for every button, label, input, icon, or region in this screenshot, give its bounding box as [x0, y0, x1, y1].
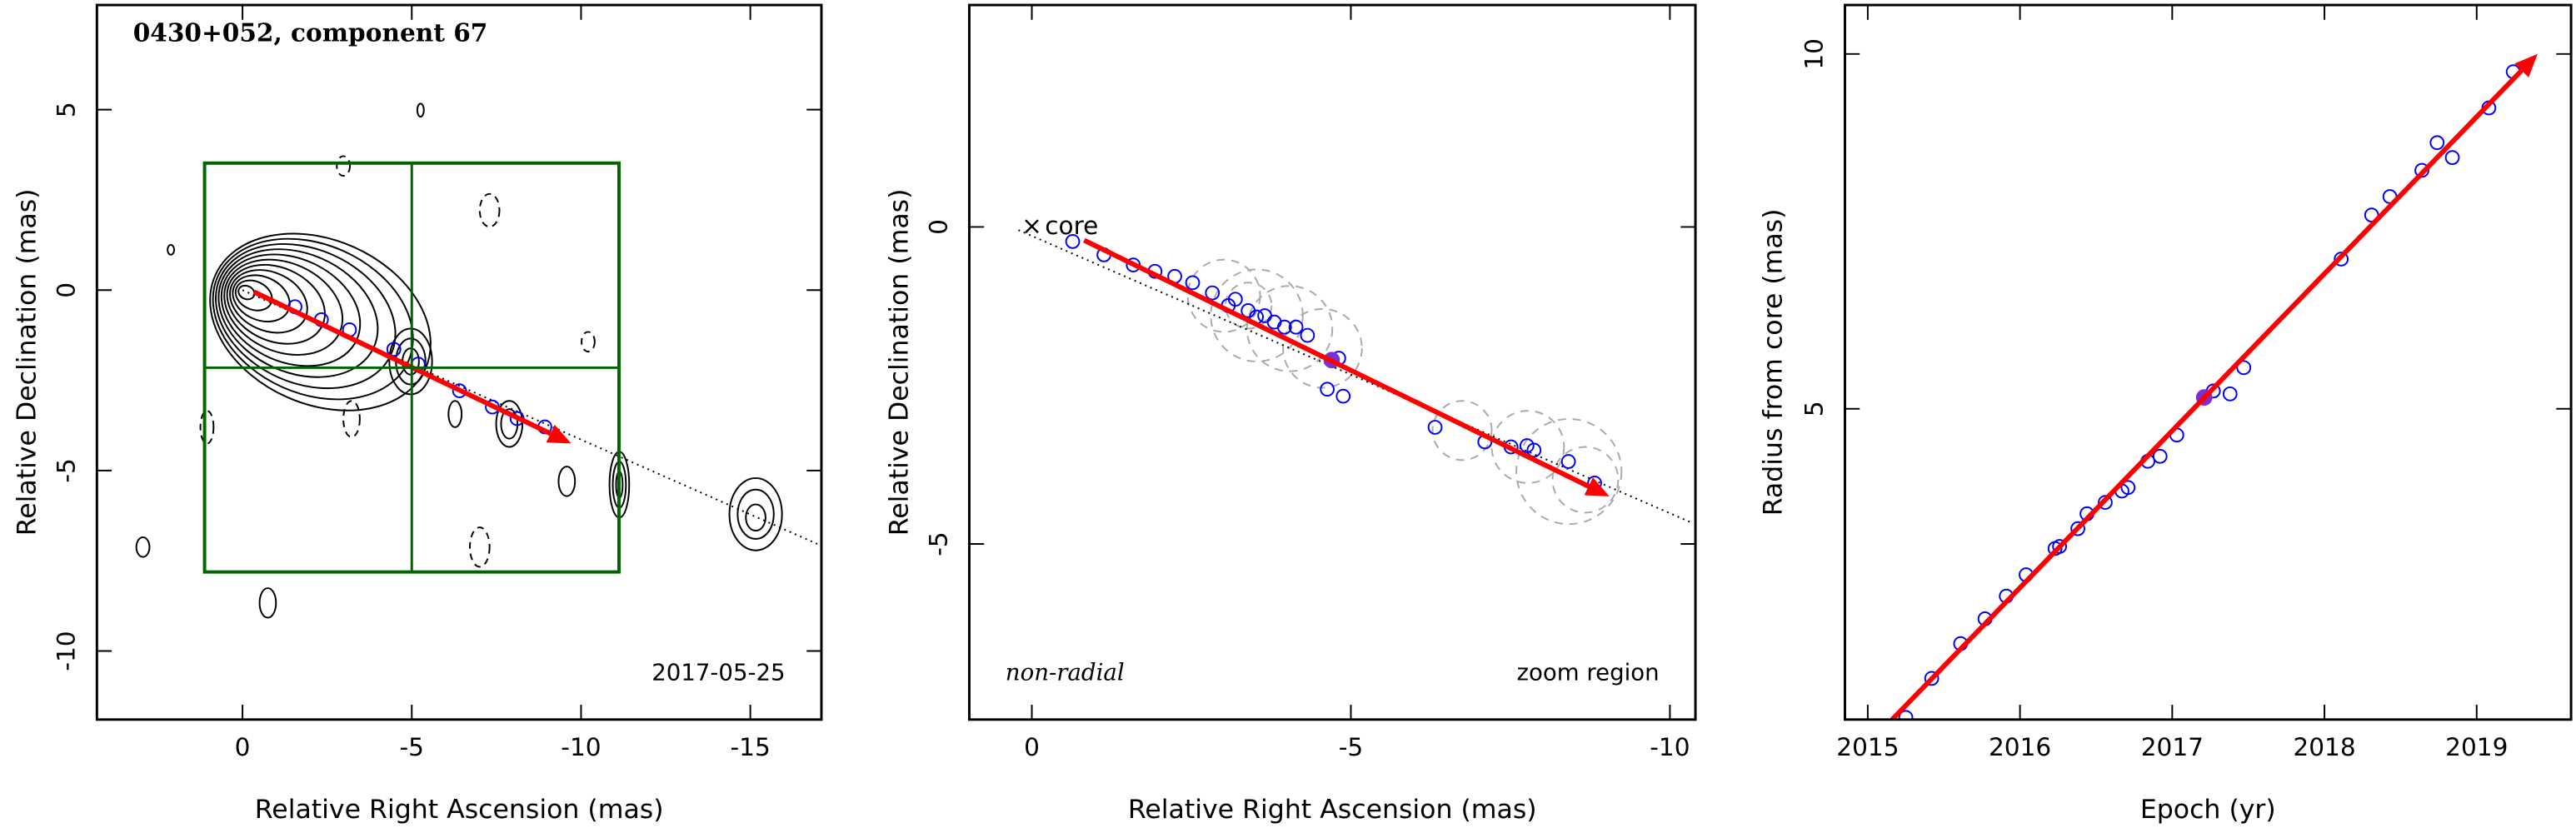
- core-marker: ×: [1021, 212, 1042, 240]
- plot-area: [1890, 53, 2538, 720]
- frame: [95, 3, 823, 721]
- x-tick-label: 0: [235, 733, 251, 761]
- contour: [234, 279, 273, 312]
- contours: [135, 102, 783, 619]
- x-tick-label: 2018: [2293, 733, 2355, 761]
- data-point: [2222, 386, 2238, 402]
- contour: [212, 237, 414, 401]
- x-tick-label: -10: [1650, 733, 1690, 761]
- annotation: 2017-05-25: [651, 658, 785, 686]
- x-tick-label: -10: [561, 733, 601, 761]
- data-point: [1227, 292, 1243, 307]
- data-point: [2098, 495, 2113, 511]
- x-tick-label: -5: [400, 733, 424, 761]
- arrow-head: [2514, 53, 2538, 77]
- data-point: [1205, 285, 1221, 301]
- x-axis-label: Epoch (yr): [2140, 795, 2276, 825]
- data-point: [1288, 319, 1304, 335]
- x-tick-label: 2017: [2141, 733, 2204, 761]
- y-axis-label: Radius from core (mas): [1759, 209, 1789, 516]
- x-tick-label: 2019: [2445, 733, 2508, 761]
- data-point: [1257, 308, 1272, 323]
- data-point: [1185, 275, 1201, 291]
- contour: [232, 274, 291, 323]
- data-point: [2052, 539, 2068, 554]
- data-point: [1560, 454, 1576, 469]
- data-point: [386, 342, 402, 357]
- y-axis-label: Relative Declination (mas): [12, 189, 42, 536]
- y-tick-label: -5: [924, 531, 952, 556]
- arrow-shaft: [1890, 68, 2524, 720]
- plot-area: [1018, 229, 1692, 524]
- y-tick-label: 5: [52, 102, 80, 117]
- frame: [1844, 3, 2573, 721]
- data-point: [2070, 521, 2085, 536]
- data-point: [1300, 327, 1315, 343]
- x-tick-label: 2016: [1989, 733, 2051, 761]
- contour: [237, 284, 256, 301]
- data-point: [2429, 135, 2445, 151]
- data-point: [1898, 710, 1914, 720]
- x-tick-label: -5: [1339, 733, 1363, 761]
- y-tick-label: -10: [52, 631, 80, 671]
- arrow-shaft: [1083, 237, 1590, 489]
- x-tick-label: -15: [730, 733, 770, 761]
- data-point: [2444, 150, 2460, 166]
- arrow-head: [1584, 477, 1610, 496]
- frame: [967, 3, 1697, 721]
- data-point: [1276, 319, 1292, 335]
- data-point: [1427, 420, 1443, 435]
- core-label: core: [1045, 212, 1098, 240]
- data-point: [1266, 314, 1282, 330]
- data-point: [2236, 360, 2252, 376]
- annotation: non-radial: [1006, 658, 1125, 686]
- y-tick-label: 0: [924, 219, 952, 235]
- y-axis-label: Relative Declination (mas): [885, 189, 915, 536]
- annotation: zoom region: [1516, 658, 1659, 686]
- x-axis-label: Relative Right Ascension (mas): [1128, 795, 1537, 825]
- y-tick-label: 5: [1800, 401, 1828, 416]
- contour: [215, 242, 397, 390]
- data-point: [2334, 252, 2349, 267]
- plot-area: [242, 289, 821, 546]
- data-point: [1526, 442, 1542, 458]
- trend-line: [1018, 229, 1692, 524]
- y-tick-label: -5: [52, 458, 80, 482]
- trend-line: [242, 289, 821, 546]
- data-point: [1065, 234, 1081, 249]
- arrow-shaft: [252, 289, 552, 436]
- data-point: [2414, 162, 2429, 178]
- data-point: [1320, 382, 1335, 397]
- x-tick-label: 0: [1024, 733, 1040, 761]
- data-point: [1924, 671, 1939, 686]
- data-point: [1335, 388, 1351, 404]
- y-tick-label: 0: [52, 282, 80, 298]
- data-point: [2152, 448, 2168, 464]
- x-tick-label: 2015: [1836, 733, 1899, 761]
- x-axis-label: Relative Right Ascension (mas): [255, 795, 664, 825]
- arrow-head: [546, 424, 572, 444]
- panel-title: 0430+052, component 67: [133, 17, 488, 47]
- y-tick-label: 10: [1800, 38, 1828, 70]
- model-components: [1186, 258, 1623, 526]
- data-point: [2120, 480, 2136, 496]
